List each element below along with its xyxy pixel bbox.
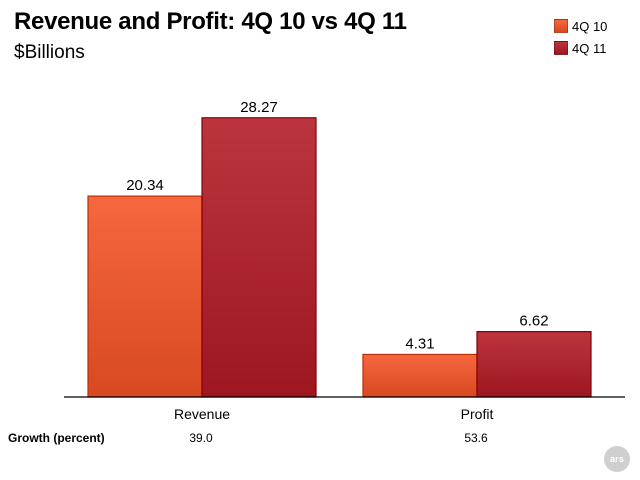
legend-item-4q10: 4Q 10: [554, 16, 607, 36]
data-label-revenue-4q11: 28.27: [240, 99, 278, 116]
category-label-revenue: Revenue: [174, 406, 230, 422]
bar-profit-4q11: [476, 331, 592, 398]
data-label-profit-4q11: 6.62: [519, 313, 548, 330]
data-label-revenue-4q10: 20.34: [126, 177, 164, 194]
data-label-profit-4q10: 4.31: [405, 335, 434, 352]
bar-revenue-4q11: [201, 117, 317, 398]
ars-logo: ars: [604, 446, 630, 472]
legend-item-4q11: 4Q 11: [554, 38, 607, 58]
growth-row-label: Growth (percent): [8, 431, 105, 445]
growth-value-revenue: 39.0: [189, 431, 213, 445]
legend-swatch-4q10: [554, 19, 568, 33]
bar-revenue-4q10: [87, 195, 203, 398]
legend: 4Q 10 4Q 11: [554, 16, 607, 60]
chart-title: Revenue and Profit: 4Q 10 vs 4Q 11: [14, 8, 407, 35]
legend-label-4q11: 4Q 11: [572, 40, 607, 56]
legend-label-4q10: 4Q 10: [572, 18, 608, 34]
bar-profit-4q10: [362, 353, 478, 398]
chart-subtitle: $Billions: [14, 42, 85, 63]
growth-value-profit: 53.6: [464, 431, 488, 445]
legend-swatch-4q11: [554, 41, 568, 55]
category-label-profit: Profit: [461, 406, 494, 422]
